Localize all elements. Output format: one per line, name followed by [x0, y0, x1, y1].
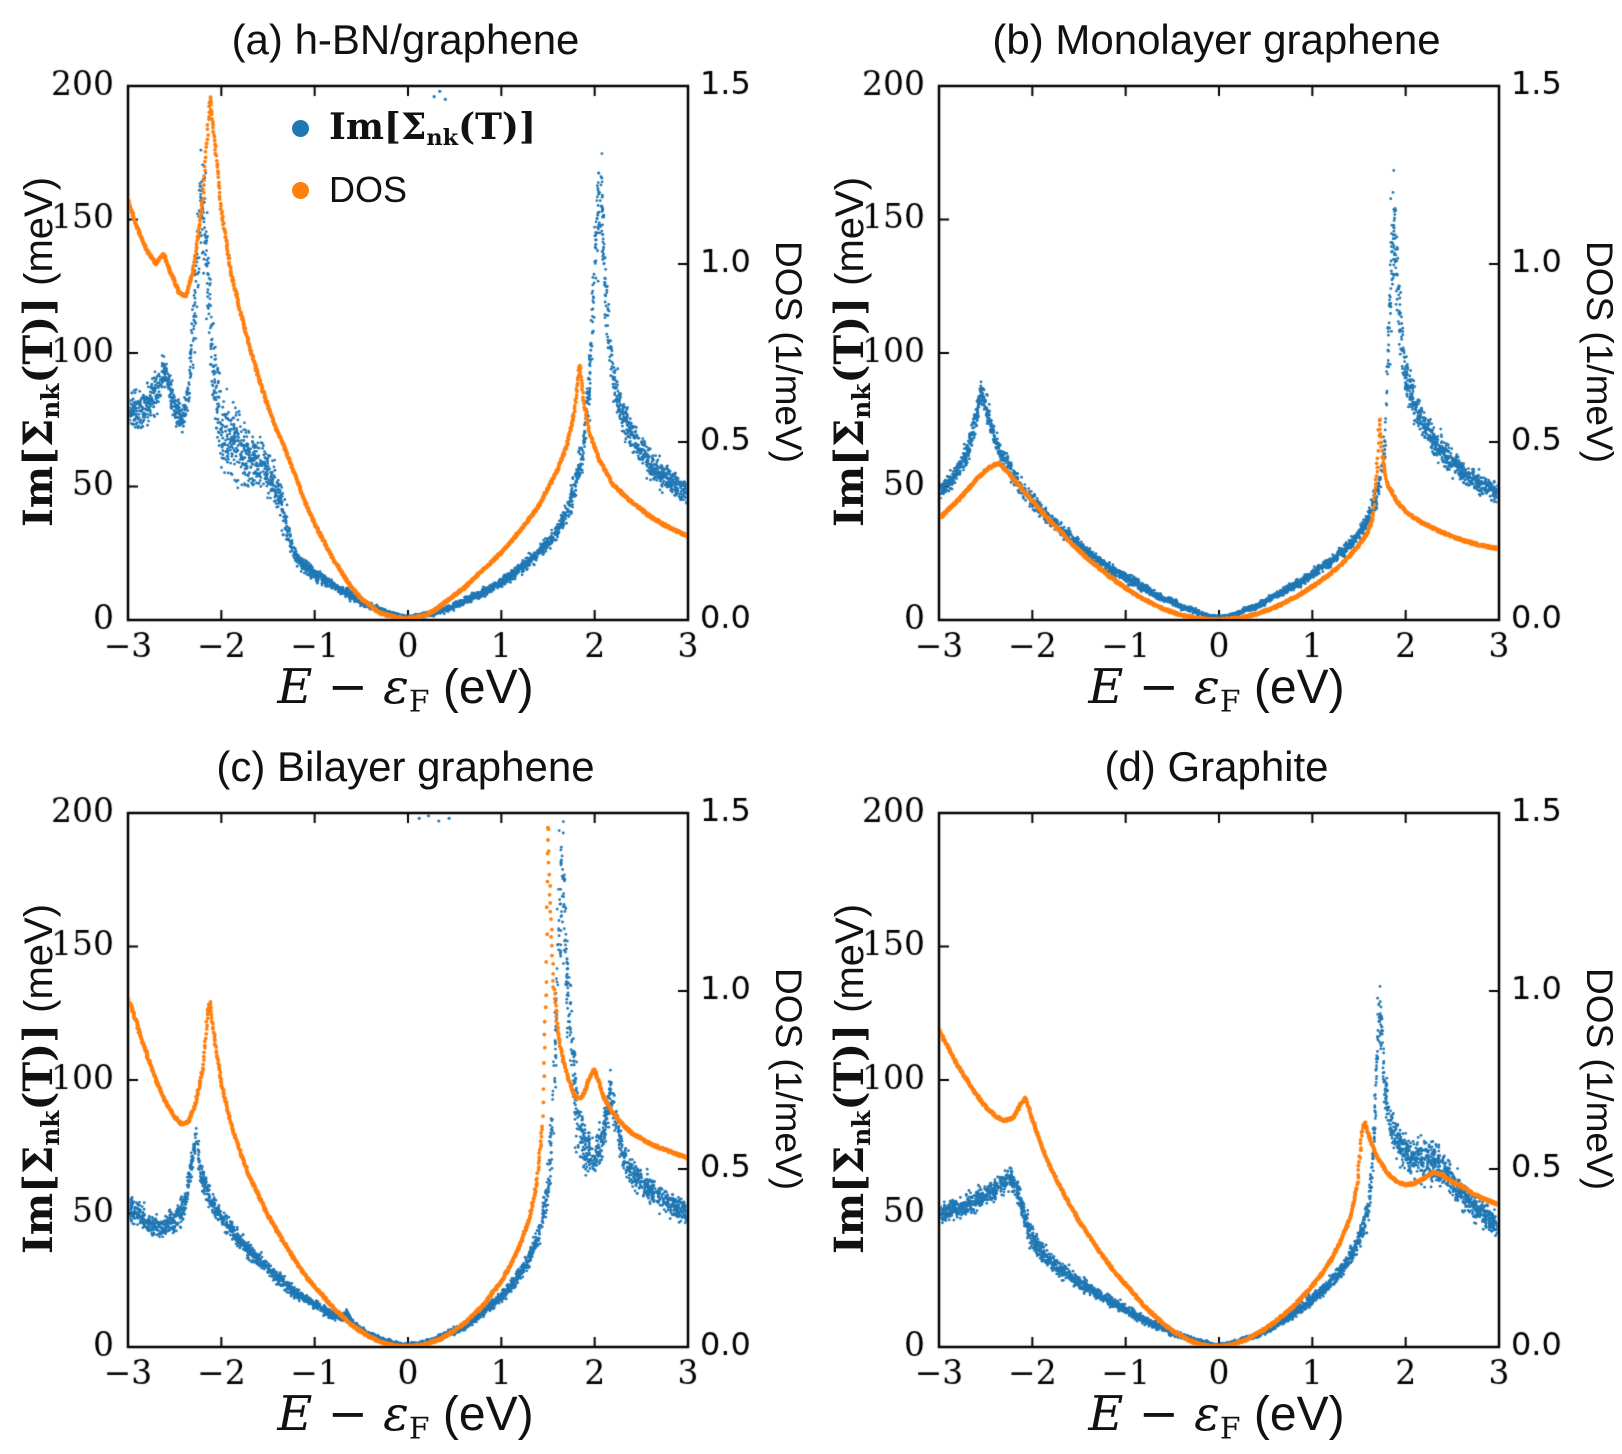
- xlabel-subscript: F: [408, 1411, 430, 1446]
- panel-b-title: (b) Monolayer graphene: [992, 16, 1441, 63]
- ylabel-left-subscript: nk: [35, 383, 65, 419]
- xlabel-d: E − εF (eV): [811, 1386, 1622, 1446]
- ylabel-left-math: Im[Σ: [826, 1145, 874, 1255]
- xlabel-b: E − εF (eV): [811, 659, 1622, 719]
- legend: Im[Σnk(T)] DOS: [292, 106, 536, 211]
- ylabel-left-unit: (meV): [17, 176, 62, 297]
- ylabel-left-a: Im[Σnk(T)] (meV): [15, 177, 65, 527]
- xlabel-unit: (eV): [1240, 660, 1345, 714]
- xlabel-unit: (eV): [429, 1387, 534, 1441]
- panel-c: (c) Bilayer graphene Im[Σnk(T)] (meV) DO…: [0, 727, 811, 1454]
- plot-canvas-b: [811, 0, 1622, 727]
- ylabel-left-math-post: (T)]: [15, 296, 63, 384]
- xlabel-subscript: F: [1219, 1411, 1241, 1446]
- plot-canvas-d: [811, 727, 1622, 1454]
- legend-sigma-subscript: nk: [426, 125, 459, 152]
- ylabel-left-math-post: (T)]: [15, 1023, 63, 1111]
- xlabel-subscript: F: [1219, 684, 1241, 719]
- legend-sigma-pre: Im[Σ: [329, 106, 427, 148]
- ylabel-right-c: DOS (1/meV): [768, 967, 809, 1191]
- panel-b: (b) Monolayer graphene Im[Σnk(T)] (meV) …: [811, 0, 1622, 727]
- xlabel-math: E − ε: [277, 1385, 409, 1442]
- legend-label-sigma: Im[Σnk(T)]: [329, 106, 536, 151]
- xlabel-unit: (eV): [1240, 1387, 1345, 1441]
- legend-marker-dos-icon: [292, 181, 309, 199]
- panel-d: (d) Graphite Im[Σnk(T)] (meV) DOS (1/meV…: [811, 727, 1622, 1454]
- xlabel-c: E − εF (eV): [0, 1386, 811, 1446]
- ylabel-right-a: DOS (1/meV): [768, 240, 809, 464]
- ylabel-left-math: Im[Σ: [15, 418, 63, 528]
- ylabel-right-b: DOS (1/meV): [1579, 240, 1620, 464]
- ylabel-left-c: Im[Σnk(T)] (meV): [15, 904, 65, 1254]
- legend-item-sigma: Im[Σnk(T)]: [292, 106, 536, 151]
- ylabel-left-subscript: nk: [35, 1110, 65, 1146]
- ylabel-left-unit: (meV): [828, 903, 873, 1024]
- ylabel-left-math-post: (T)]: [826, 296, 874, 384]
- legend-sigma-post: (T)]: [458, 106, 536, 148]
- xlabel-a: E − εF (eV): [0, 659, 811, 719]
- xlabel-subscript: F: [408, 684, 430, 719]
- xlabel-math: E − ε: [1088, 1385, 1220, 1442]
- legend-marker-sigma-icon: [292, 120, 309, 138]
- plot-canvas-a: [0, 0, 811, 727]
- panel-a: (a) h-BN/graphene Im[Σnk(T)] (meV) DOS (…: [0, 0, 811, 727]
- ylabel-left-subscript: nk: [846, 1110, 876, 1146]
- ylabel-left-unit: (meV): [17, 903, 62, 1024]
- ylabel-right-d: DOS (1/meV): [1579, 967, 1620, 1191]
- xlabel-unit: (eV): [429, 660, 534, 714]
- plot-canvas-c: [0, 727, 811, 1454]
- panel-a-title: (a) h-BN/graphene: [231, 16, 580, 63]
- panel-c-title: (c) Bilayer graphene: [216, 743, 595, 790]
- ylabel-left-math: Im[Σ: [15, 1145, 63, 1255]
- ylabel-left-subscript: nk: [846, 383, 876, 419]
- panel-d-title: (d) Graphite: [1104, 743, 1329, 790]
- legend-label-dos: DOS: [329, 169, 408, 211]
- ylabel-left-d: Im[Σnk(T)] (meV): [826, 904, 876, 1254]
- ylabel-left-math-post: (T)]: [826, 1023, 874, 1111]
- ylabel-left-math: Im[Σ: [826, 418, 874, 528]
- xlabel-math: E − ε: [277, 658, 409, 715]
- xlabel-math: E − ε: [1088, 658, 1220, 715]
- legend-item-dos: DOS: [292, 169, 536, 211]
- ylabel-left-unit: (meV): [828, 176, 873, 297]
- ylabel-left-b: Im[Σnk(T)] (meV): [826, 177, 876, 527]
